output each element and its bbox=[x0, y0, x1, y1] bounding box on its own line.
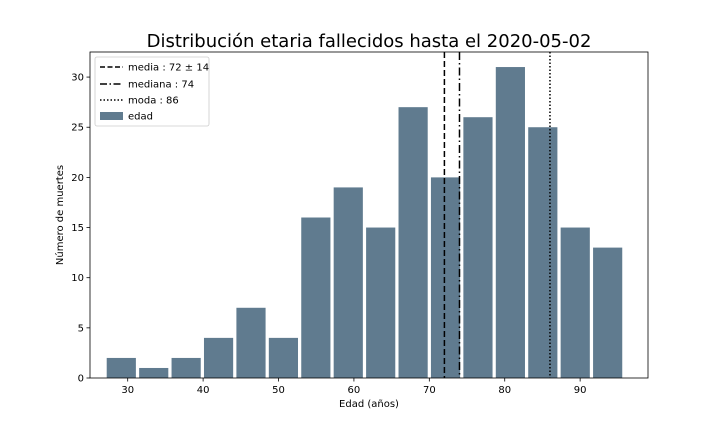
histogram-bar bbox=[236, 307, 266, 378]
x-tick-label: 50 bbox=[272, 385, 285, 396]
legend-mediana-label: mediana : 74 bbox=[128, 80, 194, 91]
x-axis-ticks: 30 40 50 60 70 80 90 bbox=[121, 378, 587, 396]
histogram-bar bbox=[203, 337, 234, 378]
y-tick-label: 15 bbox=[71, 223, 84, 234]
histogram-bar bbox=[463, 117, 493, 378]
bars-layer bbox=[106, 67, 623, 379]
x-tick-label: 30 bbox=[121, 385, 134, 396]
histogram-bar bbox=[430, 177, 461, 378]
histogram-bar bbox=[398, 107, 428, 379]
x-tick-label: 40 bbox=[197, 385, 210, 396]
reference-lines-layer bbox=[443, 52, 551, 378]
y-axis-ticks: 0 5 10 15 20 25 30 bbox=[71, 73, 90, 385]
axes-frame bbox=[89, 51, 649, 379]
histogram-bar bbox=[495, 67, 525, 379]
x-tick-label: 60 bbox=[348, 385, 361, 396]
x-tick-label: 80 bbox=[498, 385, 511, 396]
histogram-bar bbox=[528, 127, 558, 378]
legend-moda-label: moda : 86 bbox=[128, 96, 179, 107]
legend-edad-label: edad bbox=[128, 112, 153, 123]
histogram-bar bbox=[139, 367, 169, 378]
legend: media : 72 ± 14 mediana : 74 moda : 86 e… bbox=[94, 56, 210, 127]
histogram-bar bbox=[560, 227, 590, 378]
legend-box bbox=[94, 56, 210, 127]
y-tick-label: 0 bbox=[78, 374, 84, 385]
legend-media-label: media : 72 ± 14 bbox=[128, 63, 209, 74]
x-tick-label: 90 bbox=[574, 385, 587, 396]
histogram-bar bbox=[268, 337, 299, 378]
y-axis-label: Número de muertes bbox=[54, 165, 66, 265]
histogram-bar bbox=[171, 357, 201, 378]
x-tick-label: 70 bbox=[423, 385, 436, 396]
x-axis-label: Edad (años) bbox=[339, 399, 399, 410]
histogram-bar bbox=[301, 217, 331, 378]
y-tick-label: 30 bbox=[71, 73, 84, 84]
histogram-bar bbox=[106, 357, 136, 378]
chart-title: Distribución etaria fallecidos hasta el … bbox=[147, 31, 592, 52]
y-tick-label: 25 bbox=[71, 123, 84, 134]
y-tick-label: 10 bbox=[71, 273, 84, 284]
histogram-bar bbox=[593, 247, 623, 378]
histogram-bar bbox=[366, 227, 396, 378]
y-tick-label: 5 bbox=[78, 323, 84, 334]
histogram-bar bbox=[333, 187, 363, 378]
y-tick-label: 20 bbox=[71, 173, 84, 184]
legend-edad-patch bbox=[100, 112, 123, 120]
